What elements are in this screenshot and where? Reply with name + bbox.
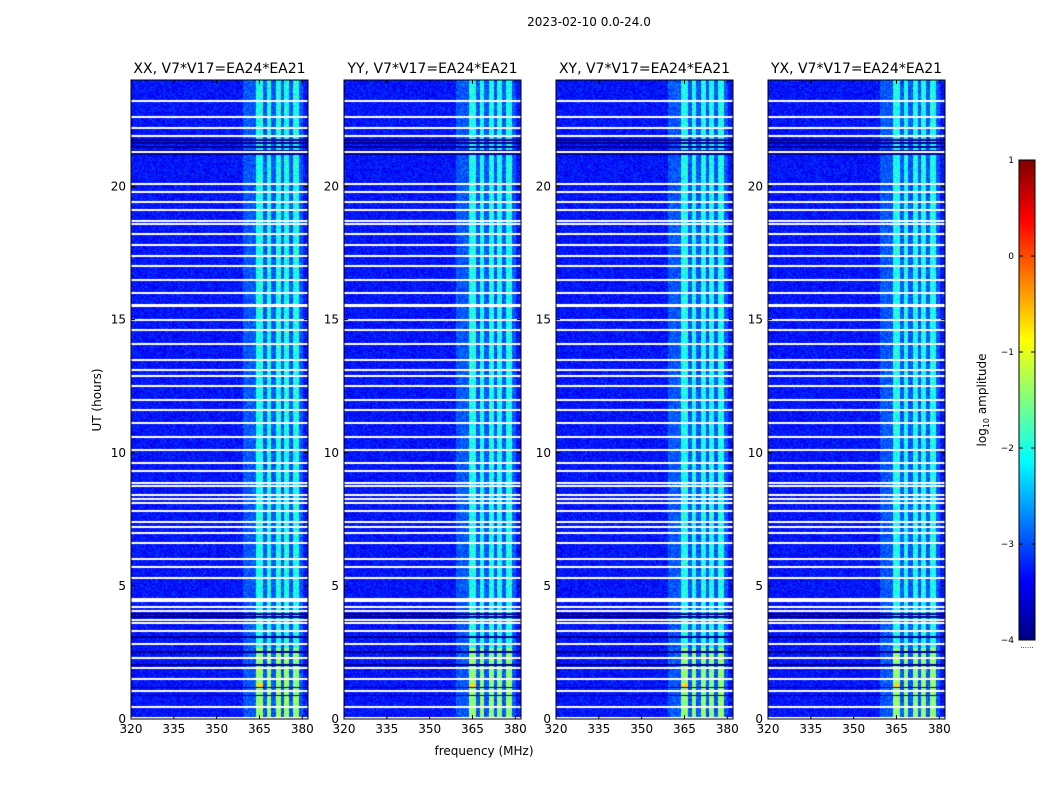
x-tick-label: 335 [799,722,822,736]
panel-yx: YX, V7*V17=EA24*EA21 320 335 350 365 380 0 5 10 1… [748,61,951,736]
colorbar-tick-label: −3 [1001,540,1014,550]
y-tick-label: 15 [324,313,339,327]
colorbar-label: log10 amplitude [975,354,991,447]
y-tick-label: 5 [118,579,126,593]
colorbar-label-subscript: 10 [982,418,991,428]
panel-yy: YY, V7*V17=EA24*EA21 320 335 350 365 380 0 5 10 1… [324,61,527,736]
y-tick-label: 10 [748,446,763,460]
colorbar-footer: ...... [1020,642,1033,650]
x-tick-label: 320 [333,722,356,736]
x-tick-label: 350 [205,722,228,736]
panel-title: YY, V7*V17=EA24*EA21 [346,61,517,77]
figure-title: 2023-02-10 0.0-24.0 [527,15,651,29]
panel-frame [343,79,522,720]
y-tick-label: 20 [748,180,763,194]
x-tick-label: 350 [630,722,653,736]
x-tick-label: 380 [716,722,739,736]
colorbar-tick-label: −2 [1001,444,1014,454]
y-tick-label: 0 [755,712,763,726]
y-tick-label: 20 [324,180,339,194]
y-tick-label: 5 [331,579,339,593]
y-tick-label: 20 [536,180,551,194]
x-tick-label: 365 [673,722,696,736]
colorbar-label-prefix: log [975,428,989,446]
colorbar-label-suffix: amplitude [975,354,989,418]
heatmap-yx [768,80,945,719]
panel-xy: XY, V7*V17=EA24*EA21 320 335 350 365 380 0 5 10 1… [536,61,739,736]
panel-xx: XX, V7*V17=EA24*EA21 320 335 350 365 380 0 5 10 1… [111,61,314,736]
x-tick-label: 380 [928,722,951,736]
x-axis-label: frequency (MHz) [434,744,533,758]
x-tick-label: 335 [587,722,610,736]
y-tick-label: 15 [111,313,126,327]
x-tick-label: 320 [545,722,568,736]
panel-frame [767,79,946,720]
heatmap-xx [131,80,308,719]
x-tick-label: 320 [120,722,143,736]
x-tick-label: 380 [504,722,527,736]
x-tick-label: 320 [757,722,780,736]
y-tick-label: 10 [111,446,126,460]
y-tick-label: 0 [118,712,126,726]
colorbar-gradient [1018,159,1036,641]
heatmap-canvas [768,80,945,719]
colorbar-tick-label: −1 [1001,348,1014,358]
panels-group: XX, V7*V17=EA24*EA21 320 335 350 365 380 0 5 10 1… [111,61,951,736]
panel-title: XY, V7*V17=EA24*EA21 [559,61,730,77]
y-tick-label: 15 [748,313,763,327]
x-tick-label: 335 [375,722,398,736]
heatmap-canvas [556,80,733,719]
colorbar: 10−1−2−3−4 log10 amplitude ...... [975,156,1036,650]
x-tick-label: 335 [162,722,185,736]
y-tick-label: 0 [331,712,339,726]
panel-title: YX, V7*V17=EA24*EA21 [770,61,942,77]
y-tick-label: 10 [324,446,339,460]
x-tick-label: 365 [461,722,484,736]
y-tick-label: 20 [111,180,126,194]
x-tick-label: 350 [842,722,865,736]
y-tick-label: 5 [543,579,551,593]
panel-title: XX, V7*V17=EA24*EA21 [133,61,305,77]
heatmap-canvas [344,80,521,719]
panel-frame [555,79,734,720]
colorbar-tick-label: −4 [1001,636,1015,646]
heatmap-canvas [131,80,308,719]
y-tick-label: 0 [543,712,551,726]
heatmap-yy [344,80,521,719]
y-tick-label: 15 [536,313,551,327]
colorbar-ticks: 1 0 −1 −2 −3 −4 [1001,156,1035,646]
x-tick-label: 365 [885,722,908,736]
y-tick-label: 5 [755,579,763,593]
heatmap-xy [556,80,733,719]
colorbar-tick-label: 1 [1008,156,1014,166]
colorbar-tick-label: 0 [1008,252,1014,262]
panel-frame [130,79,309,720]
y-tick-label: 10 [536,446,551,460]
x-tick-label: 380 [291,722,314,736]
y-axis-label: UT (hours) [90,368,104,431]
x-tick-label: 365 [248,722,271,736]
x-tick-label: 350 [418,722,441,736]
